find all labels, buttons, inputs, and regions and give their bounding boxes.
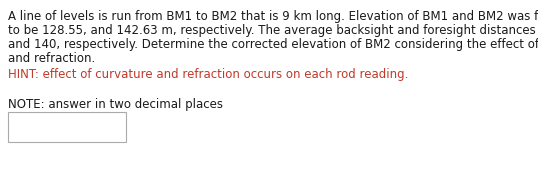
Text: NOTE: answer in two decimal places: NOTE: answer in two decimal places [8,98,223,111]
Text: to be 128.55, and 142.63 m, respectively. The average backsight and foresight di: to be 128.55, and 142.63 m, respectively… [8,24,538,37]
Text: A line of levels is run from BM1 to BM2 that is 9 km long. Elevation of BM1 and : A line of levels is run from BM1 to BM2 … [8,10,538,23]
Bar [8,112,126,142]
Text: HINT: effect of curvature and refraction occurs on each rod reading.: HINT: effect of curvature and refraction… [8,68,408,81]
Text: and refraction.: and refraction. [8,52,95,65]
Text: and 140, respectively. Determine the corrected elevation of BM2 considering the : and 140, respectively. Determine the cor… [8,38,538,51]
